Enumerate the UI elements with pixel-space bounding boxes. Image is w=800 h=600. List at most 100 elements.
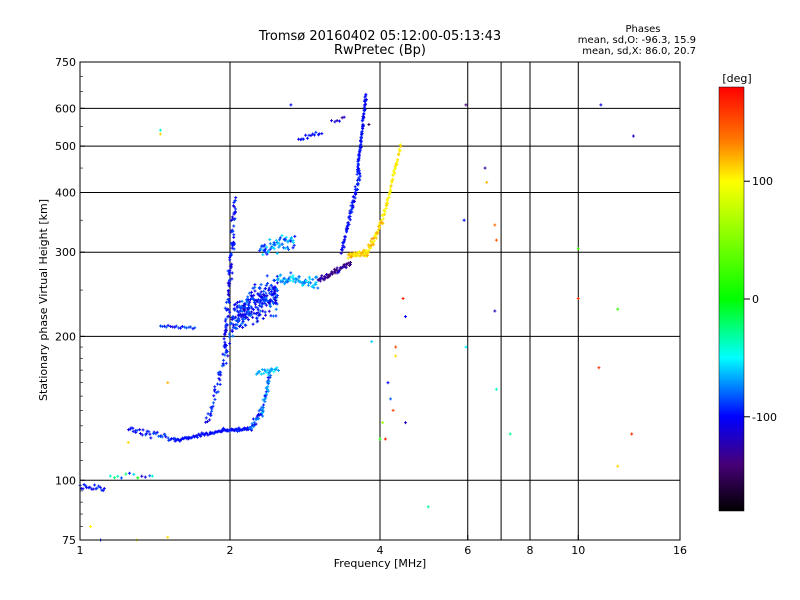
- data-point: [257, 413, 261, 417]
- data-point: [291, 246, 295, 250]
- data-point: [272, 291, 276, 295]
- data-point: [262, 244, 266, 248]
- data-point: [259, 290, 263, 294]
- data-point: [493, 223, 497, 227]
- data-point: [311, 277, 315, 281]
- data-point: [235, 326, 239, 330]
- data-point: [298, 280, 302, 284]
- data-point: [356, 182, 360, 186]
- data-point: [230, 277, 234, 281]
- data-point: [372, 239, 376, 243]
- data-point: [364, 98, 368, 102]
- data-point: [267, 287, 271, 291]
- data-point: [218, 370, 222, 374]
- data-point: [273, 285, 277, 289]
- data-point: [226, 314, 230, 318]
- data-point: [247, 298, 251, 302]
- data-point: [356, 163, 360, 167]
- data-point: [576, 247, 580, 251]
- data-point: [258, 370, 262, 374]
- data-point: [337, 270, 341, 274]
- data-point: [158, 132, 162, 136]
- data-point: [340, 116, 344, 120]
- data-point: [258, 249, 262, 253]
- data-point: [211, 401, 215, 405]
- data-point: [227, 278, 231, 282]
- data-point: [255, 316, 259, 320]
- data-point: [249, 314, 253, 318]
- data-point: [383, 210, 387, 214]
- data-point: [93, 483, 97, 487]
- data-point: [256, 308, 260, 312]
- data-point: [247, 302, 251, 306]
- data-point: [100, 488, 104, 492]
- data-point: [309, 281, 313, 285]
- data-point: [215, 382, 219, 386]
- data-point: [291, 274, 295, 278]
- data-point: [304, 133, 308, 137]
- data-point: [283, 277, 287, 281]
- data-point: [227, 332, 231, 336]
- data-point: [226, 290, 230, 294]
- data-point: [369, 246, 373, 250]
- data-point: [265, 245, 269, 249]
- data-point: [367, 123, 371, 127]
- data-point: [247, 306, 251, 310]
- data-point: [306, 136, 310, 140]
- data-point: [266, 389, 270, 393]
- data-point: [237, 310, 241, 314]
- data-point: [301, 283, 305, 287]
- data-point: [254, 418, 258, 422]
- data-point: [238, 300, 242, 304]
- legend-line-x: mean, sd,X: 86.0, 20.7: [582, 46, 696, 57]
- data-point: [330, 119, 334, 123]
- data-point: [167, 439, 171, 443]
- data-point: [386, 197, 390, 201]
- data-point: [251, 286, 255, 290]
- data-point: [222, 337, 226, 341]
- data-point: [98, 485, 102, 489]
- data-point: [249, 310, 253, 314]
- data-point: [242, 317, 246, 321]
- data-point: [346, 256, 350, 260]
- data-point: [311, 132, 315, 136]
- data-point: [135, 428, 139, 432]
- data-point: [145, 429, 149, 433]
- data-point: [359, 145, 363, 149]
- data-point: [304, 279, 308, 283]
- data-point: [274, 287, 278, 291]
- data-point: [216, 390, 220, 394]
- data-point: [273, 300, 277, 304]
- data-point: [340, 247, 344, 251]
- data-point: [353, 196, 357, 200]
- data-point: [281, 280, 285, 284]
- colorbar: [718, 86, 745, 512]
- data-point: [392, 169, 396, 173]
- data-point: [260, 301, 264, 305]
- data-point: [370, 237, 374, 241]
- data-point: [289, 239, 293, 243]
- data-point: [357, 167, 361, 171]
- data-point: [160, 435, 164, 439]
- data-point: [264, 283, 268, 287]
- data-point: [231, 334, 235, 338]
- data-point: [350, 201, 354, 205]
- data-point: [126, 440, 130, 444]
- data-point: [264, 392, 268, 396]
- data-point: [387, 196, 391, 200]
- data-point: [228, 342, 232, 346]
- data-point: [262, 289, 266, 293]
- data-point: [301, 137, 305, 141]
- chart-title: Tromsø 20160402 05:12:00-05:13:43: [258, 29, 501, 44]
- data-point: [363, 107, 367, 111]
- data-point: [306, 283, 310, 287]
- data-point: [263, 301, 267, 305]
- x-tick-label: 1: [77, 544, 84, 557]
- data-point: [147, 430, 151, 434]
- data-point: [243, 323, 247, 327]
- data-point: [599, 103, 603, 107]
- data-point: [140, 474, 144, 478]
- x-tick-label: 4: [377, 544, 384, 557]
- data-point: [391, 177, 395, 181]
- data-point: [261, 398, 265, 402]
